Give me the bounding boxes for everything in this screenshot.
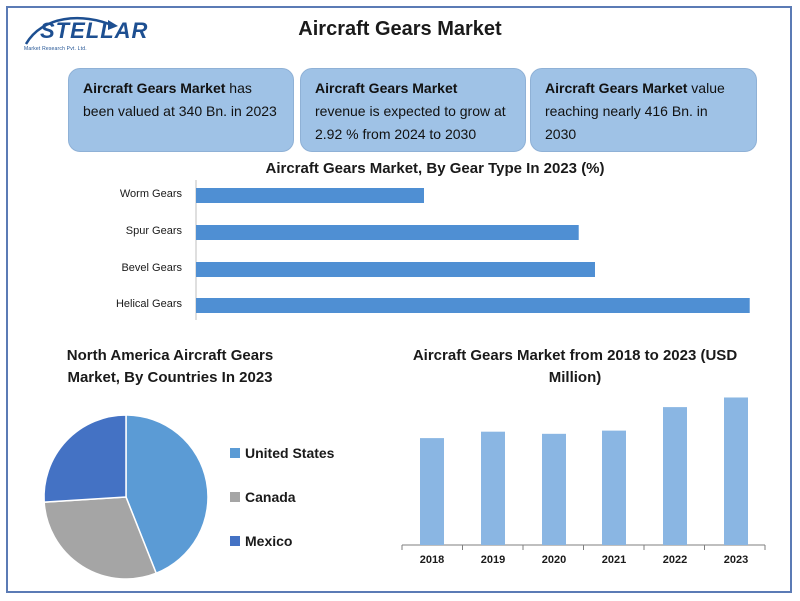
legend-item-united-states: United States bbox=[230, 445, 334, 461]
column-bar-2023 bbox=[724, 397, 748, 545]
legend-item-mexico: Mexico bbox=[230, 533, 292, 549]
gear-type-bar-bevel-gears bbox=[196, 262, 595, 277]
logo-wordmark: STELLAR bbox=[40, 18, 149, 43]
gear-type-bar-worm-gears bbox=[196, 188, 424, 203]
year-tick-label: 2019 bbox=[480, 554, 506, 566]
info-box-bold: Aircraft Gears Market bbox=[83, 80, 226, 96]
info-box-text: revenue is expected to grow at 2.92 % fr… bbox=[315, 103, 506, 142]
page-title: Aircraft Gears Market bbox=[298, 18, 502, 40]
gear-type-bar-helical-gears bbox=[196, 298, 750, 313]
year-tick-label: 2018 bbox=[419, 554, 445, 566]
gear-type-chart-title: Aircraft Gears Market, By Gear Type In 2… bbox=[265, 160, 605, 177]
pie-slice-canada bbox=[43, 496, 158, 580]
info-box-text: has been valued at 340 Bn. in 2023 bbox=[83, 80, 277, 119]
legend-label: Mexico bbox=[245, 533, 293, 549]
column-chart-title: Aircraft Gears Market from 2018 to 2023 … bbox=[412, 347, 738, 386]
year-tick-label: 2022 bbox=[662, 554, 688, 566]
gear-type-label: Spur Gears bbox=[125, 225, 182, 237]
column-bar-2020 bbox=[542, 433, 566, 545]
stellar-logo bbox=[22, 14, 122, 60]
gear-type-label: Helical Gears bbox=[115, 298, 182, 310]
legend-label: United States bbox=[245, 445, 335, 461]
column-bar-2018 bbox=[420, 438, 444, 545]
info-box-bold: Aircraft Gears Market bbox=[545, 80, 688, 96]
legend-swatch bbox=[230, 448, 240, 459]
column-bar-2019 bbox=[481, 431, 505, 545]
info-box-bold: Aircraft Gears Market bbox=[315, 80, 458, 96]
pie-slice-united-states bbox=[125, 414, 209, 575]
legend-label: Canada bbox=[245, 489, 296, 505]
infographic-frame bbox=[6, 6, 792, 593]
gear-type-label: Bevel Gears bbox=[121, 262, 182, 274]
gear-type-bar-spur-gears bbox=[196, 225, 579, 240]
info-box-growth: Aircraft Gears Market revenue is expecte… bbox=[300, 68, 526, 152]
year-tick-label: 2023 bbox=[723, 554, 749, 566]
legend-item-canada: Canada bbox=[230, 489, 296, 505]
year-tick-label: 2020 bbox=[541, 554, 567, 566]
column-bar-2021 bbox=[602, 430, 626, 545]
column-bar-2022 bbox=[663, 407, 687, 545]
legend-swatch bbox=[230, 492, 240, 503]
pie-slice-mexico bbox=[43, 414, 127, 503]
info-box-forecast: Aircraft Gears Market value reaching nea… bbox=[530, 68, 757, 152]
info-box-text: value reaching nearly 416 Bn. in 2030 bbox=[545, 80, 725, 142]
info-box-valuation: Aircraft Gears Market has been valued at… bbox=[68, 68, 294, 152]
year-tick-label: 2021 bbox=[601, 554, 627, 566]
logo-tagline: Market Research Pvt. Ltd. bbox=[24, 46, 87, 52]
gear-type-label: Worm Gears bbox=[119, 188, 182, 200]
pie-chart-title: North America Aircraft Gears Market, By … bbox=[66, 347, 274, 386]
legend-swatch bbox=[230, 536, 240, 547]
